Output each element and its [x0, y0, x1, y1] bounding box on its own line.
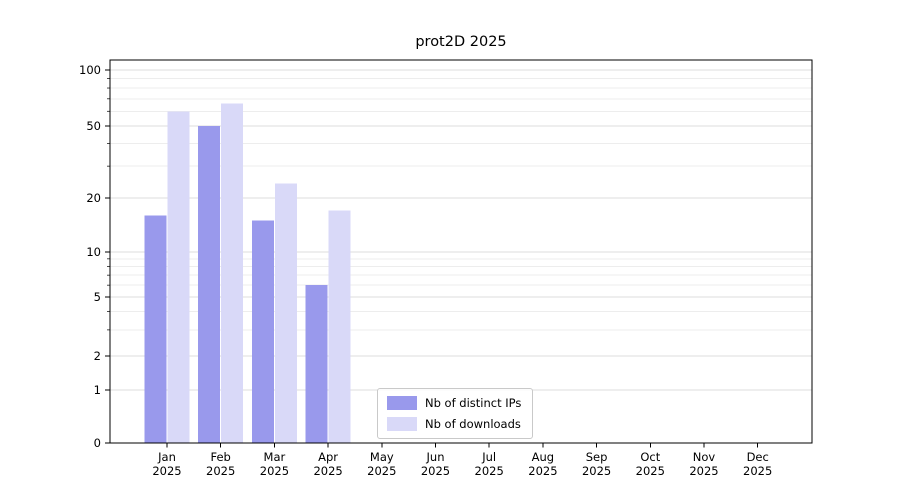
x-tick-label-month: Jan	[157, 450, 176, 464]
legend-label-downloads: Nb of downloads	[425, 417, 521, 431]
y-tick-label: 100	[79, 63, 101, 77]
legend: Nb of distinct IPs Nb of downloads	[377, 388, 534, 439]
x-tick-label-month: Jul	[481, 450, 496, 464]
bar-downloads-jan	[167, 111, 190, 443]
x-tick-label-month: May	[370, 450, 394, 464]
bar-downloads-feb	[221, 103, 244, 443]
legend-swatch-distinct-ips	[387, 396, 417, 410]
x-tick-label-month: Mar	[264, 450, 286, 464]
chart-title: prot2D 2025	[415, 34, 507, 50]
x-tick-label-month: Nov	[693, 450, 716, 464]
bar-distinct-ips-mar	[251, 220, 274, 443]
x-tick-label-month: Apr	[318, 450, 338, 464]
plot-border	[109, 59, 813, 444]
x-tick-label-year: 2025	[743, 464, 772, 478]
x-tick-label-year: 2025	[152, 464, 181, 478]
legend-entry-distinct-ips: Nb of distinct IPs	[387, 396, 521, 410]
legend-swatch-downloads	[387, 417, 417, 431]
y-tick-label: 10	[86, 245, 101, 259]
bar-downloads-mar	[274, 183, 297, 444]
y-tick-label: 1	[94, 383, 101, 397]
x-tick-label-year: 2025	[475, 464, 504, 478]
x-tick-label-month: Sep	[586, 450, 608, 464]
y-tick-label: 5	[94, 290, 101, 304]
y-tick-label: 20	[86, 191, 101, 205]
y-tick-label: 2	[94, 349, 101, 363]
legend-entry-downloads: Nb of downloads	[387, 417, 521, 431]
x-tick-label-year: 2025	[260, 464, 289, 478]
y-tick-label: 0	[94, 436, 101, 450]
legend-label-distinct-ips: Nb of distinct IPs	[425, 396, 522, 410]
x-tick-label-year: 2025	[206, 464, 235, 478]
x-tick-label-year: 2025	[528, 464, 557, 478]
x-tick-label-month: Aug	[532, 450, 554, 464]
x-tick-label-year: 2025	[313, 464, 342, 478]
bar-downloads-apr	[328, 210, 351, 443]
bar-distinct-ips-apr	[305, 285, 328, 443]
bar-distinct-ips-feb	[198, 126, 221, 443]
x-tick-label-month: Oct	[640, 450, 660, 464]
x-tick-label-year: 2025	[421, 464, 450, 478]
x-tick-label-month: Jun	[426, 450, 445, 464]
x-tick-label-year: 2025	[367, 464, 396, 478]
x-tick-label-year: 2025	[582, 464, 611, 478]
x-tick-label-year: 2025	[689, 464, 718, 478]
x-tick-label-month: Dec	[747, 450, 769, 464]
y-tick-label: 50	[86, 119, 101, 133]
x-tick-label-year: 2025	[636, 464, 665, 478]
bar-distinct-ips-jan	[144, 215, 167, 443]
x-tick-label-month: Feb	[211, 450, 231, 464]
